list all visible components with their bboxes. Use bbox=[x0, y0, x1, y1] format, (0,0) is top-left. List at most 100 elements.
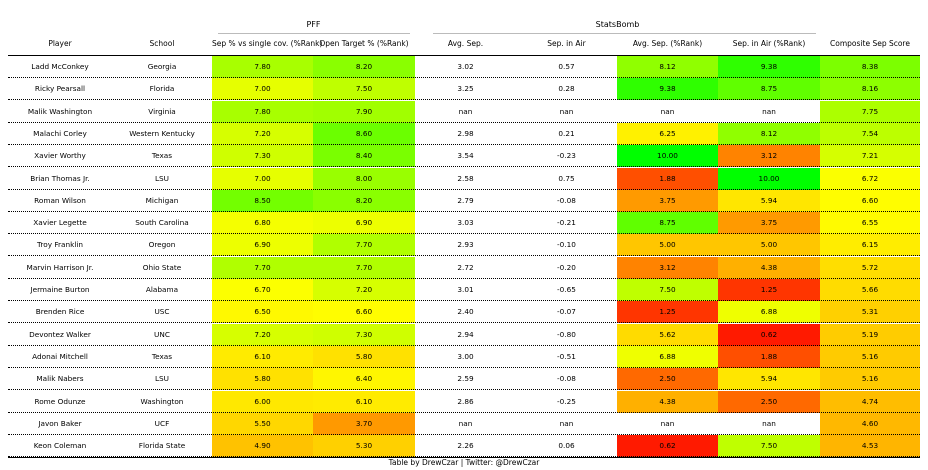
cell-avg-sep: 2.72 bbox=[457, 262, 474, 272]
cell-school: South Carolina bbox=[135, 218, 189, 228]
cell-sep-air: 0.75 bbox=[558, 173, 575, 183]
cell-composite: 6.72 bbox=[820, 167, 920, 190]
cell-sep-air: -0.08 bbox=[557, 374, 576, 384]
cell-avg-sep-rank: nan bbox=[617, 100, 718, 123]
cell-open-target: 6.60 bbox=[313, 301, 415, 324]
header-rule bbox=[8, 55, 920, 56]
cell-open-target: 5.30 bbox=[313, 435, 415, 458]
cell-sep-air: -0.07 bbox=[557, 307, 576, 317]
column-header-player: Player bbox=[48, 39, 72, 48]
table-row: Xavier Worthy Texas 7.30 8.40 3.54 -0.23 10.00… bbox=[8, 145, 920, 168]
cell-open-target: 7.50 bbox=[313, 78, 415, 101]
cell-school: Washington bbox=[140, 396, 184, 406]
cell-composite: 4.53 bbox=[820, 435, 920, 458]
cell-player: Xavier Legette bbox=[33, 218, 87, 228]
cell-composite: 6.55 bbox=[820, 212, 920, 235]
table-row: Devontez Walker UNC 7.20 7.30 2.94 -0.80 5.62 0… bbox=[8, 323, 920, 346]
cell-sep-air-rank: 4.38 bbox=[718, 256, 820, 279]
cell-sep-air-rank: 5.00 bbox=[718, 234, 820, 257]
table-row: Rome Odunze Washington 6.00 6.10 2.86 -0.25 4.… bbox=[8, 390, 920, 413]
cell-avg-sep: 2.98 bbox=[457, 128, 474, 138]
table-row: Jermaine Burton Alabama 6.70 7.20 3.01 -0.65 7… bbox=[8, 279, 920, 301]
row-separator bbox=[8, 344, 920, 346]
row-separator bbox=[8, 143, 920, 145]
table-row: Ladd McConkey Georgia 7.80 8.20 3.02 0.57 8.12… bbox=[8, 56, 920, 78]
cell-sep-single: 7.30 bbox=[212, 145, 313, 168]
cell-avg-sep: 2.59 bbox=[457, 374, 474, 384]
cell-open-target: 7.20 bbox=[313, 279, 415, 301]
cell-school: Alabama bbox=[145, 285, 179, 294]
row-separator bbox=[8, 433, 920, 435]
cell-avg-sep: nan bbox=[458, 106, 473, 116]
cell-school: LSU bbox=[154, 173, 170, 183]
row-separator bbox=[8, 389, 920, 391]
cell-avg-sep-rank: 4.38 bbox=[617, 390, 718, 413]
cell-sep-air: 0.28 bbox=[558, 84, 575, 94]
cell-open-target: 7.70 bbox=[313, 256, 415, 279]
cell-player: Rome Odunze bbox=[34, 396, 86, 406]
cell-sep-air: -0.25 bbox=[557, 396, 576, 406]
cell-avg-sep: 2.58 bbox=[457, 173, 474, 183]
cell-composite: 5.16 bbox=[820, 368, 920, 391]
table-row: Malik Nabers LSU 5.80 6.40 2.59 -0.08 2.50 5.94… bbox=[8, 368, 920, 391]
table-row: Brenden Rice USC 6.50 6.60 2.40 -0.07 1.25 6.88… bbox=[8, 301, 920, 324]
cell-avg-sep-rank: 10.00 bbox=[617, 145, 718, 168]
row-separator bbox=[8, 210, 920, 212]
cell-composite: 5.31 bbox=[820, 301, 920, 324]
row-separator bbox=[8, 188, 920, 190]
cell-composite: 8.16 bbox=[820, 78, 920, 101]
group-header-statsbomb: StatsBomb bbox=[595, 20, 640, 29]
cell-composite: 5.16 bbox=[820, 345, 920, 368]
cell-sep-air: 0.21 bbox=[558, 128, 575, 138]
row-separator bbox=[8, 366, 920, 368]
cell-school: Western Kentucky bbox=[129, 128, 195, 138]
cell-sep-air: -0.23 bbox=[557, 151, 576, 161]
row-separator bbox=[8, 411, 920, 413]
cell-open-target: 3.70 bbox=[313, 412, 415, 435]
cell-avg-sep-rank: 0.62 bbox=[617, 435, 718, 458]
cell-open-target: 8.40 bbox=[313, 145, 415, 168]
cell-sep-single: 6.00 bbox=[212, 390, 313, 413]
cell-composite: 5.19 bbox=[820, 323, 920, 346]
cell-sep-single: 6.10 bbox=[212, 345, 313, 368]
cell-avg-sep: 2.93 bbox=[457, 240, 474, 250]
cell-avg-sep: 3.00 bbox=[457, 351, 474, 361]
cell-avg-sep: 2.26 bbox=[457, 441, 474, 451]
cell-open-target: 8.60 bbox=[313, 122, 415, 145]
cell-sep-air: -0.08 bbox=[557, 195, 576, 205]
column-header-composite: Composite Sep Score bbox=[830, 39, 910, 48]
cell-player: Adonai Mitchell bbox=[32, 351, 88, 361]
group-underline-statsbomb bbox=[433, 33, 816, 34]
column-header-open-target: Open Target % (%Rank) bbox=[319, 39, 409, 48]
cell-avg-sep-rank: 9.38 bbox=[617, 78, 718, 101]
cell-avg-sep-rank: 7.50 bbox=[617, 279, 718, 301]
cell-sep-single: 6.70 bbox=[212, 279, 313, 301]
cell-avg-sep-rank: 3.12 bbox=[617, 256, 718, 279]
cell-sep-air-rank: 3.12 bbox=[718, 145, 820, 168]
cell-sep-single: 7.70 bbox=[212, 256, 313, 279]
row-separator bbox=[8, 322, 920, 324]
cell-player: Jermaine Burton bbox=[30, 285, 90, 294]
cell-sep-air-rank: nan bbox=[718, 100, 820, 123]
cell-sep-air: 0.06 bbox=[558, 441, 575, 451]
cell-avg-sep-rank: 5.62 bbox=[617, 323, 718, 346]
cell-school: Florida bbox=[149, 84, 175, 94]
cell-sep-single: 7.20 bbox=[212, 323, 313, 346]
cell-open-target: 8.00 bbox=[313, 167, 415, 190]
cell-composite: 7.21 bbox=[820, 145, 920, 168]
cell-player: Marvin Harrison Jr. bbox=[26, 262, 94, 272]
cell-open-target: 6.10 bbox=[313, 390, 415, 413]
cell-sep-air-rank: 8.75 bbox=[718, 78, 820, 101]
cell-avg-sep: 2.40 bbox=[457, 307, 474, 317]
cell-avg-sep-rank: 1.88 bbox=[617, 167, 718, 190]
cell-sep-single: 6.50 bbox=[212, 301, 313, 324]
cell-composite: 6.60 bbox=[820, 189, 920, 212]
cell-avg-sep: nan bbox=[458, 418, 473, 428]
cell-school: Ohio State bbox=[142, 262, 182, 272]
cell-player: Ladd McConkey bbox=[31, 62, 89, 71]
cell-school: Georgia bbox=[147, 62, 177, 71]
cell-player: Brenden Rice bbox=[35, 307, 85, 317]
cell-school: UNC bbox=[154, 329, 170, 339]
cell-avg-sep-rank: 8.75 bbox=[617, 212, 718, 235]
cell-sep-single: 7.00 bbox=[212, 167, 313, 190]
